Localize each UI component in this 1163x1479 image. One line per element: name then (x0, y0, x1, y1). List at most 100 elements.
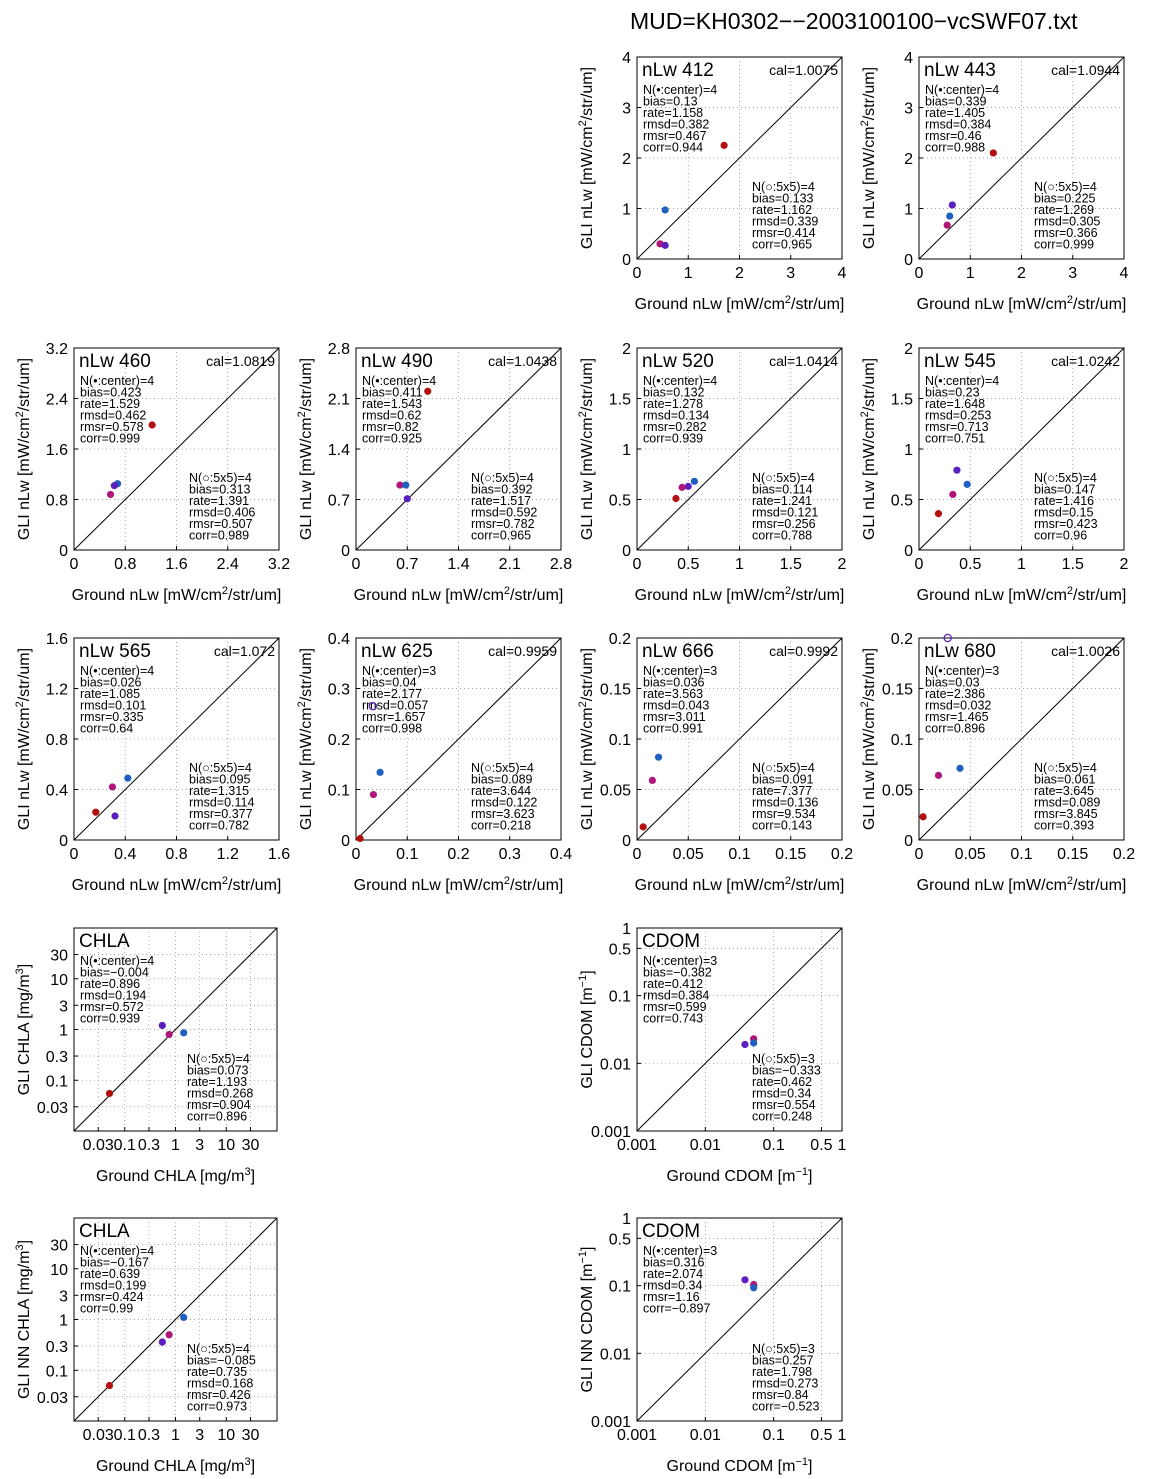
data-point (750, 1284, 758, 1292)
panel-name: nLw 460 (79, 351, 151, 372)
panel-name: CDOM (642, 1221, 700, 1242)
stats-center-line: rmsd=0.194 (80, 989, 146, 1003)
stats-center-line: rmsr=0.713 (925, 420, 989, 434)
x-tick-label: 0.5 (959, 556, 981, 573)
x-tick-label: 1.2 (217, 846, 239, 863)
stats-center-line: rmsd=0.384 (643, 989, 709, 1003)
stats-center-line: N(•:center)=4 (80, 954, 154, 968)
y-tick-label: 0.1 (609, 732, 631, 749)
stats-5x5-line: corr=0.973 (187, 1400, 247, 1414)
stats-center-line: rmsd=0.384 (925, 118, 991, 132)
x-tick-label: 0.2 (1113, 846, 1135, 863)
stats-center-line: rate=1.648 (925, 397, 985, 411)
one-to-one-line (636, 637, 843, 841)
data-point (690, 477, 699, 485)
one-to-one-line (355, 637, 562, 841)
data-point (158, 1021, 166, 1030)
stats-center-line: bias=−0.004 (80, 966, 149, 980)
y-tick-label: 2 (622, 151, 631, 168)
x-tick-label: 3 (195, 1137, 204, 1154)
y-tick-label: 1 (622, 1211, 631, 1228)
y-tick-label: 2 (904, 341, 913, 358)
panel-name: nLw 680 (924, 641, 996, 662)
stats-5x5-line: rate=1.391 (189, 494, 249, 508)
x-tick-label: 0.15 (775, 846, 806, 863)
x-tick-label: 0 (915, 265, 924, 282)
data-point (92, 808, 100, 816)
stats-center-line: bias=0.13 (643, 95, 698, 109)
stats-center-line: N(•:center)=3 (643, 954, 717, 968)
y-tick-label: 0.7 (328, 493, 350, 510)
data-point (180, 1029, 188, 1037)
stats-center-line: N(•:center)=4 (925, 83, 999, 97)
x-axis-label: Ground CHLA [mg/m3] (96, 1456, 255, 1475)
y-tick-label: 0.1 (328, 783, 350, 800)
y-tick-label: 1 (59, 1313, 68, 1330)
data-point (720, 141, 728, 149)
y-tick-label: 1.4 (328, 442, 350, 459)
stats-center-line: rmsr=0.335 (80, 710, 144, 724)
y-tick-label: 0.5 (609, 941, 631, 958)
y-tick-label: 0.03 (37, 1100, 68, 1117)
stats-center-line: rmsr=1.16 (643, 1290, 700, 1304)
data-point-open (943, 633, 952, 643)
stats-center-line: corr=0.939 (80, 1012, 140, 1026)
data-point (949, 490, 957, 499)
one-to-one-line (918, 637, 1125, 841)
stats-5x5-line: rmsr=3.845 (1034, 807, 1098, 821)
y-tick-label: 1 (904, 442, 913, 459)
stats-center-line: corr=0.896 (925, 722, 985, 736)
stats-5x5-line: N(○:5x5)=4 (1034, 761, 1097, 775)
y-tick-label: 0.1 (46, 1363, 68, 1380)
stats-center-line: rmsr=0.282 (643, 420, 707, 434)
y-axis-label: GLI nLw [mW/cm2/str/um] (577, 358, 596, 540)
x-tick-label: 0.3 (138, 1427, 160, 1444)
y-tick-label: 2.4 (46, 392, 68, 409)
data-point (989, 149, 997, 157)
stats-5x5-line: rmsd=0.136 (752, 796, 818, 810)
stats-5x5-line: bias=0.089 (471, 773, 533, 787)
x-tick-label: 0 (633, 265, 642, 282)
data-point (356, 834, 364, 843)
x-tick-label: 0.3 (138, 1137, 160, 1154)
data-point-open (368, 701, 378, 711)
stats-5x5-line: rate=1.416 (1034, 494, 1094, 508)
stats-5x5-line: rmsd=0.339 (752, 215, 818, 229)
stats-5x5-line: rate=0.462 (752, 1075, 812, 1089)
stats-5x5-line: rmsr=0.426 (187, 1388, 251, 1402)
stats-center-line: bias=0.026 (80, 676, 142, 690)
y-tick-label: 0.1 (609, 1279, 631, 1296)
x-axis-label: Ground nLw [mW/cm2/str/um] (917, 585, 1127, 604)
stats-center-line: bias=0.316 (643, 1256, 705, 1270)
data-point (741, 1276, 749, 1284)
stats-5x5-line: corr=0.96 (1034, 529, 1087, 543)
stats-center-line: bias=0.411 (362, 386, 423, 400)
stats-center-line: N(•:center)=3 (362, 664, 436, 678)
data-point (953, 466, 961, 474)
x-axis-label: Ground nLw [mW/cm2/str/um] (635, 875, 845, 894)
data-point (948, 201, 956, 209)
stats-center-line: rate=2.386 (925, 687, 985, 701)
stats-5x5-line: rmsd=0.121 (752, 506, 818, 520)
x-tick-label: 2.8 (550, 556, 572, 573)
stats-center-line: bias=−0.167 (80, 1256, 149, 1270)
y-tick-label: 0.1 (891, 732, 913, 749)
y-tick-label: 0.01 (600, 1056, 631, 1073)
x-tick-label: 3 (1068, 265, 1077, 282)
chart-panel-4: 00 0.7 0.7 1.4 1.4 2.1 2.1 2.8 2.8 nLw 490 cal=1.0… (296, 341, 572, 604)
stats-5x5-line: rmsr=0.366 (1034, 226, 1098, 240)
stats-center-line: rate=1.085 (80, 687, 140, 701)
data-point (963, 480, 971, 488)
y-tick-label: 0.2 (891, 631, 913, 648)
data-point (678, 483, 686, 491)
x-tick-label: 10 (217, 1137, 235, 1154)
one-to-one-line (73, 347, 280, 551)
y-tick-label: 1.2 (46, 682, 68, 699)
one-to-one-line (636, 347, 843, 551)
y-axis-label: GLI nLw [mW/cm2/str/um] (296, 358, 315, 540)
panel-name: nLw 490 (361, 351, 433, 372)
stats-center-line: corr=0.743 (643, 1012, 703, 1026)
y-tick-label: 1 (59, 1023, 68, 1040)
y-axis-label: GLI nLw [mW/cm2/str/um] (296, 648, 315, 830)
x-tick-label: 1 (838, 1137, 847, 1154)
